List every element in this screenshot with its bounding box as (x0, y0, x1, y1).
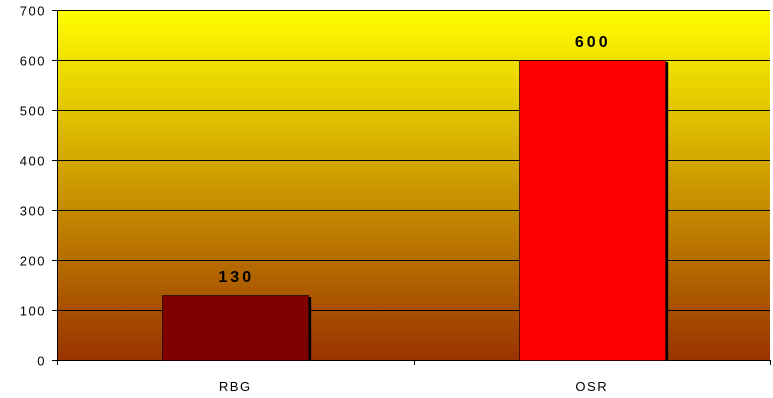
axes: 0 100 200 300 400 500 600 700 (20, 4, 771, 369)
y-tick-label: 700 (20, 4, 46, 19)
labels: 130 RBG 600 OSR (218, 34, 611, 394)
y-tick-label: 200 (20, 254, 46, 269)
data-label-osr: 600 (575, 34, 611, 51)
bar-rbg (162, 295, 309, 361)
y-tick-label: 600 (20, 54, 46, 69)
y-tick-label: 0 (37, 354, 46, 369)
bar-osr (519, 60, 666, 361)
y-tick-label: 400 (20, 154, 46, 169)
x-tick-label-osr: OSR (575, 379, 608, 394)
y-tick-label: 500 (20, 104, 46, 119)
data-label-rbg: 130 (218, 269, 254, 286)
bars (162, 60, 669, 361)
x-tick-label-rbg: RBG (219, 379, 252, 394)
y-tick-label: 100 (20, 304, 46, 319)
y-tick-label: 300 (20, 204, 46, 219)
